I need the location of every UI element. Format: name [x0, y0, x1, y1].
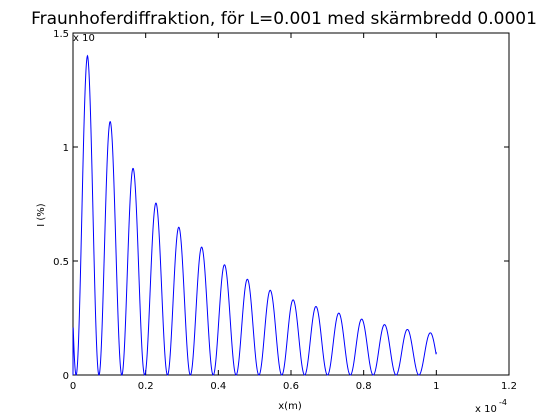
y-tick-label: 1.5 — [53, 29, 69, 40]
svg-text:x 10: x 10 — [475, 404, 497, 415]
y-tick-label: 1 — [63, 143, 69, 154]
x-exponent-label: x 10 -4 — [475, 398, 507, 415]
x-tick-label: 0.8 — [356, 381, 372, 392]
x-tick-label: 1 — [433, 381, 439, 392]
axis-tick-labels: 0 0.2 0.4 0.6 0.8 1 1.2 0 0.5 1 1.5 — [53, 29, 517, 392]
y-exponent-label: x 10 — [73, 33, 95, 44]
x-tick-label: 0.6 — [283, 381, 299, 392]
chart-title: Fraunhoferdiffraktion, för L=0.001 med s… — [31, 9, 537, 29]
x-axis-label: x(m) — [278, 401, 302, 412]
y-tick-label: 0.5 — [53, 257, 69, 268]
x-tick-label: 0.4 — [210, 381, 226, 392]
x-tick-label: 0 — [70, 381, 76, 392]
svg-text:x 10: x 10 — [73, 33, 95, 44]
x-tick-label: 0.2 — [138, 381, 154, 392]
x-tick-label: 1.2 — [501, 381, 517, 392]
y-tick-label: 0 — [63, 371, 69, 382]
series-line — [72, 54, 437, 376]
svg-text:-4: -4 — [499, 398, 507, 407]
axis-ticks — [72, 32, 510, 376]
plot-area — [72, 32, 510, 376]
y-axis-label: I (%) — [36, 203, 47, 227]
